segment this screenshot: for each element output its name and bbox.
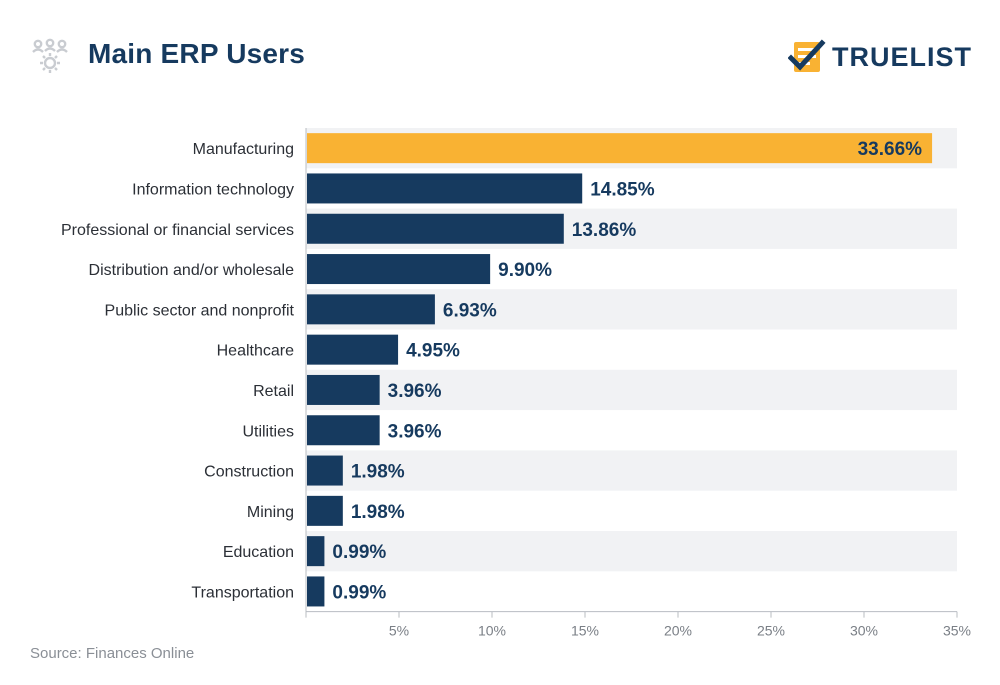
bar: [307, 213, 564, 244]
category-label: Public sector and nonprofit: [105, 302, 295, 319]
value-label: 3.96%: [388, 381, 442, 402]
source-note: Source: Finances Online: [30, 645, 195, 662]
brand-name: TRUELIST: [832, 42, 972, 72]
value-label: 13.86%: [572, 220, 637, 241]
bar: [307, 455, 343, 486]
bar: [307, 536, 325, 567]
value-label: 14.85%: [590, 179, 655, 200]
x-tick-label: 10%: [478, 623, 506, 639]
value-label: 1.98%: [351, 502, 405, 523]
category-label: Distribution and/or wholesale: [89, 262, 295, 279]
value-label: 9.90%: [498, 260, 552, 281]
row-stripe: [306, 369, 957, 411]
bar: [307, 374, 380, 405]
row-stripe: [306, 450, 957, 491]
bar: [307, 495, 343, 526]
bar: [307, 576, 325, 607]
value-label: 0.99%: [332, 542, 386, 563]
bar: [307, 415, 380, 446]
value-label: 33.66%: [858, 139, 923, 160]
bar-chart: Manufacturing 33.66% Information technolog…: [61, 128, 971, 639]
bar: [307, 254, 491, 285]
bar: [307, 294, 435, 325]
page-title: Main ERP Users: [88, 38, 306, 69]
bar: [307, 133, 933, 164]
row-stripe: [306, 531, 957, 572]
category-label: Healthcare: [217, 343, 294, 360]
category-label: Education: [223, 544, 294, 561]
value-label: 0.99%: [332, 582, 386, 603]
checklist-icon: [788, 39, 826, 72]
x-tick-label: 15%: [571, 623, 599, 639]
x-tick-label: 35%: [943, 623, 971, 639]
category-label: Mining: [247, 504, 294, 521]
value-label: 4.95%: [406, 341, 460, 362]
category-label: Professional or financial services: [61, 222, 294, 239]
gear-people-icon: [32, 38, 68, 73]
x-tick-label: 25%: [757, 623, 785, 639]
x-tick-label: 30%: [850, 623, 878, 639]
header: Main ERP Users TRUELIST: [0, 0, 1000, 110]
bar: [307, 334, 399, 365]
category-label: Construction: [204, 464, 294, 481]
x-tick-label: 20%: [664, 623, 692, 639]
value-label: 1.98%: [351, 462, 405, 483]
category-label: Manufacturing: [193, 141, 294, 158]
category-label: Transportation: [191, 584, 294, 601]
x-tick-label: 5%: [389, 623, 409, 639]
category-label: Information technology: [132, 181, 294, 198]
value-label: 3.96%: [388, 421, 442, 442]
value-label: 6.93%: [443, 300, 497, 321]
category-label: Utilities: [242, 423, 294, 440]
bar: [307, 173, 583, 204]
category-label: Retail: [253, 383, 294, 400]
